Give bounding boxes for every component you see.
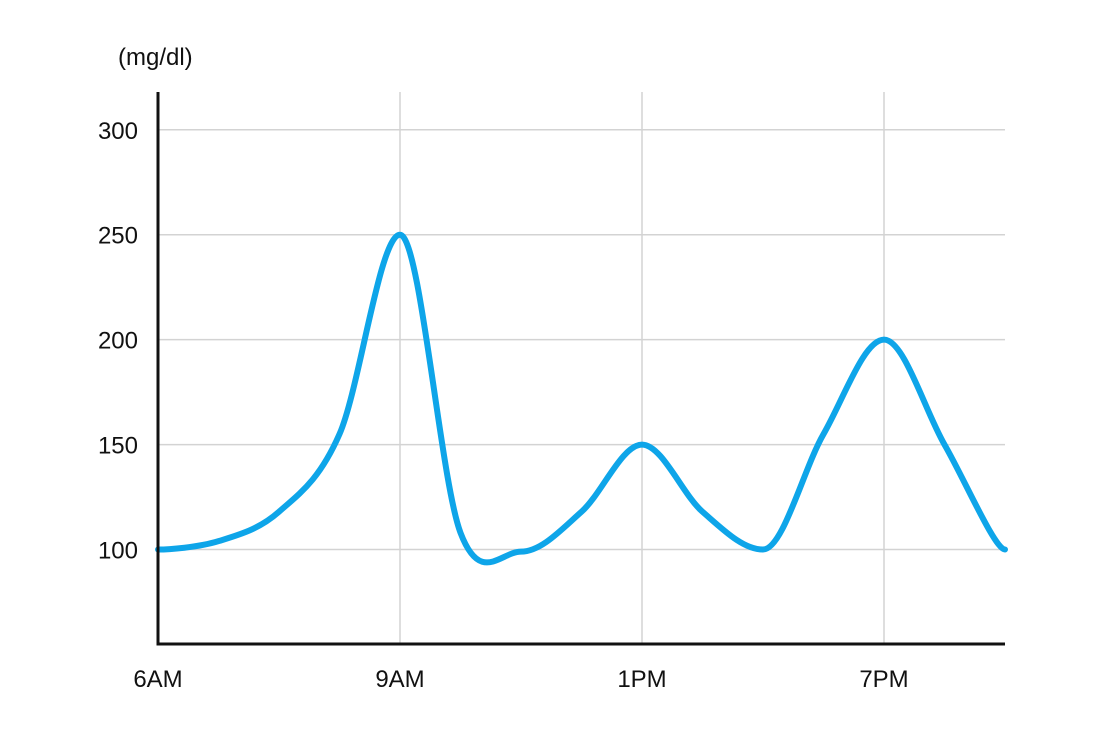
y-axis-unit-label: (mg/dl)	[118, 44, 193, 71]
x-tick-label: 7PM	[859, 666, 908, 693]
y-tick-label: 250	[98, 223, 138, 250]
x-tick-label: 1PM	[617, 666, 666, 693]
x-tick-label: 6AM	[133, 666, 182, 693]
y-tick-label: 300	[98, 118, 138, 145]
grid	[158, 92, 1005, 644]
x-tick-label: 9AM	[375, 666, 424, 693]
y-tick-label: 150	[98, 433, 138, 460]
axes	[156, 92, 1005, 646]
glucose-series-line	[155, 231, 1008, 566]
y-tick-label: 100	[98, 538, 138, 565]
tick-labels: 100 150 200 250 300 6AM 9AM 1PM 7PM	[98, 118, 909, 693]
series-layer	[155, 231, 1008, 566]
y-tick-label: 200	[98, 328, 138, 355]
